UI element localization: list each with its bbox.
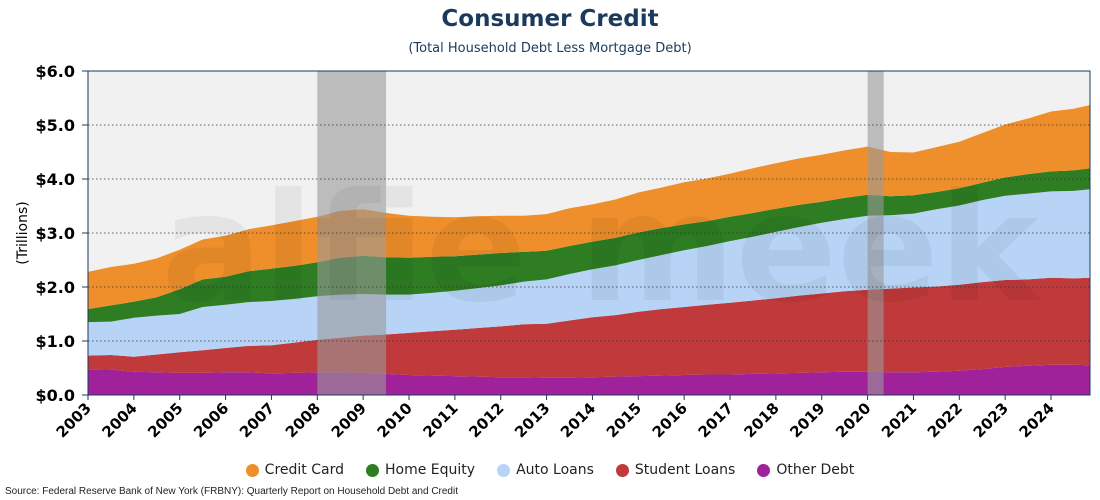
legend-label: Student Loans <box>634 462 736 478</box>
legend-item: Student Loans <box>615 462 736 478</box>
y-tick-label: $2.0 <box>36 278 75 297</box>
x-tick-label: 2008 <box>282 399 324 441</box>
watermark: alfie meek <box>161 162 1042 336</box>
legend-item: Other Debt <box>757 462 854 478</box>
x-tick-label: 2022 <box>924 399 966 441</box>
legend-label: Other Debt <box>776 462 855 478</box>
y-tick-label: $4.0 <box>36 170 75 189</box>
y-tick-label: $5.0 <box>36 116 75 135</box>
legend-label: Credit Card <box>264 462 344 478</box>
legend-swatch <box>497 463 511 477</box>
chart-subtitle: (Total Household Debt Less Mortgage Debt… <box>408 41 692 56</box>
x-tick-label: 2012 <box>465 399 507 441</box>
x-tick-label: 2004 <box>98 399 140 441</box>
y-tick-label: $1.0 <box>36 332 75 351</box>
chart-title: Consumer Credit <box>441 6 659 32</box>
x-tick-label: 2024 <box>1016 399 1058 441</box>
x-tick-label: 2017 <box>695 399 737 441</box>
x-tick-label: 2021 <box>878 399 920 441</box>
x-tick-label: 2014 <box>557 399 599 441</box>
legend-swatch <box>757 463 771 477</box>
x-tick-label: 2015 <box>603 399 645 441</box>
legend-label: Auto Loans <box>516 462 594 478</box>
source-note: Source: Federal Reserve Bank of New York… <box>5 486 458 497</box>
x-tick-label: 2018 <box>740 399 782 441</box>
x-tick-label: 2023 <box>970 399 1012 441</box>
x-tick-label: 2007 <box>236 399 278 441</box>
chart-legend: Credit Card Home Equity Auto Loans Student … <box>0 462 1100 478</box>
x-tick-label: 2010 <box>374 399 416 441</box>
legend-swatch <box>615 463 629 477</box>
legend-swatch <box>365 463 379 477</box>
y-tick-label: $0.0 <box>36 386 75 405</box>
y-tick-label: $3.0 <box>36 224 75 243</box>
x-tick-label: 2016 <box>649 399 691 441</box>
x-tick-label: 2003 <box>53 399 95 441</box>
legend-item: Home Equity <box>365 462 476 478</box>
x-tick-label: 2013 <box>511 399 553 441</box>
recession-band <box>867 71 884 395</box>
x-tick-label: 2019 <box>786 399 828 441</box>
y-axis-label: (Trillions) <box>15 201 31 264</box>
legend-label: Home Equity <box>384 462 476 478</box>
x-tick-label: 2020 <box>832 399 874 441</box>
legend-item: Credit Card <box>245 462 344 478</box>
x-tick-label: 2011 <box>419 399 461 441</box>
legend-swatch <box>245 463 259 477</box>
y-tick-label: $6.0 <box>36 62 75 81</box>
x-tick-label: 2005 <box>144 399 186 441</box>
legend-item: Auto Loans <box>497 462 594 478</box>
x-tick-label: 2009 <box>328 399 370 441</box>
plot-frame <box>87 70 1091 396</box>
x-tick-label: 2006 <box>190 399 232 441</box>
